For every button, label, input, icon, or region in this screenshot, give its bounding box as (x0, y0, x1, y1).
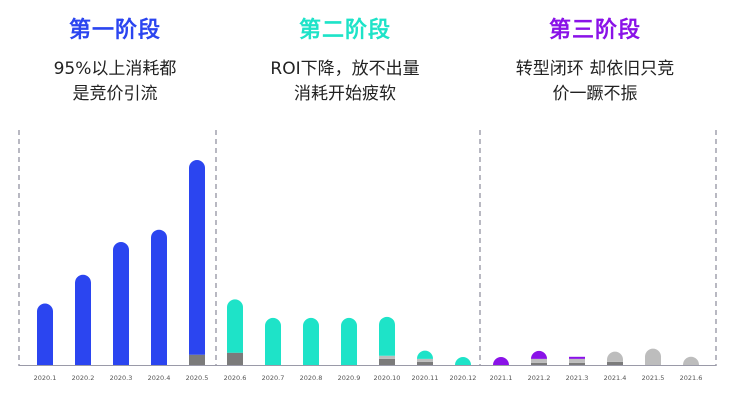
x-tick-label: 2020.9 (338, 374, 361, 382)
bars (37, 160, 699, 365)
bar-2021.2-segment-1 (531, 362, 547, 365)
stage-3-desc-line-2: 价一蹶不振 (552, 84, 638, 104)
stage-1-desc-line-2: 是竞价引流 (72, 84, 158, 104)
bar-2021.2-segment-2 (531, 358, 547, 363)
bar-2020.5-segment-2 (189, 160, 205, 355)
tick-labels: 2020.1 2020.2 2020.3 2020.4 2020.5 2020.6 2020… (34, 374, 703, 382)
bar-2021.6-segment-1 (683, 356, 699, 365)
bar-2020.6-segment-1 (227, 352, 243, 365)
bar-2020.4-segment-1 (151, 229, 167, 365)
stage-2-desc-line-1: ROI下降，放不出量 (270, 59, 420, 79)
x-tick-label: 2020.11 (412, 374, 439, 382)
bar-2020.11-segment-1 (417, 361, 433, 365)
x-tick-label: 2021.2 (528, 374, 551, 382)
bar-2020.5-segment-1 (189, 354, 205, 365)
stage-1-desc-line-1: 95%以上消耗都 (53, 59, 177, 79)
bar-2020.1-segment-1 (37, 303, 53, 365)
bar-2020.10-segment-3 (379, 316, 395, 356)
bar-2020.10-segment-2 (379, 355, 395, 359)
x-tick-label: 2020.8 (300, 374, 323, 382)
bar-2021.5-segment-1 (645, 348, 661, 365)
x-tick-label: 2020.1 (34, 374, 57, 382)
bar-2020.10-segment-1 (379, 358, 395, 365)
bar-2021.4-segment-1 (607, 361, 623, 365)
bar-2021.1-segment-1 (493, 357, 509, 365)
bar-2021.2-segment-3 (531, 350, 547, 359)
bar-2020.3-segment-1 (113, 242, 129, 365)
bar-2020.9-segment-1 (341, 317, 357, 365)
x-tick-label: 2020.3 (110, 374, 133, 382)
x-tick-label: 2020.5 (186, 374, 209, 382)
x-tick-label: 2020.7 (262, 374, 285, 382)
bar-2020.6-segment-2 (227, 299, 243, 353)
bar-2021.3-segment-2 (569, 358, 585, 363)
bar-2020.12-segment-1 (455, 357, 471, 365)
bar-2021.4-segment-2 (607, 351, 623, 362)
bar-2020.2-segment-1 (75, 274, 91, 365)
x-tick-label: 2021.4 (604, 374, 627, 382)
bar-2020.7-segment-1 (265, 317, 281, 365)
bar-2020.11-segment-3 (417, 350, 433, 359)
x-tick-label: 2020.10 (374, 374, 401, 382)
stage-2-title: 第二阶段 (298, 18, 391, 43)
bar-2020.11-segment-2 (417, 358, 433, 362)
x-tick-label: 2020.6 (224, 374, 247, 382)
x-tick-label: 2021.3 (566, 374, 589, 382)
bar-2020.8-segment-1 (303, 317, 319, 365)
x-tick-label: 2020.12 (450, 374, 477, 382)
stage-3-desc-line-1: 转型闭环 却依旧只竞 (515, 59, 675, 79)
x-tick-label: 2021.5 (642, 374, 665, 382)
x-tick-label: 2021.1 (490, 374, 513, 382)
x-tick-label: 2020.4 (148, 374, 171, 382)
x-tick-label: 2021.6 (680, 374, 703, 382)
stage-1-title: 第一阶段 (68, 18, 161, 43)
stage-2-desc-line-2: 消耗开始疲软 (294, 84, 396, 104)
bar-2021.3-segment-3 (569, 356, 585, 359)
x-tick-label: 2020.2 (72, 374, 95, 382)
bar-2021.3-segment-1 (569, 362, 585, 365)
stage-3-title: 第三阶段 (548, 18, 641, 43)
